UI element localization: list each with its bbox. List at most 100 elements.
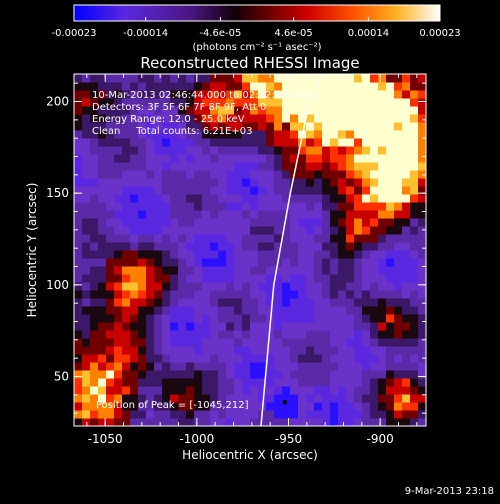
heatmap-cell <box>170 242 179 251</box>
heatmap-cell <box>114 338 123 347</box>
heatmap-cell <box>122 274 131 283</box>
heatmap-cell <box>210 370 219 379</box>
heatmap-cell <box>82 258 91 267</box>
heatmap-cell <box>250 346 259 355</box>
heatmap-cell <box>154 218 163 227</box>
heatmap-cell <box>306 138 315 147</box>
heatmap-cell <box>98 370 107 379</box>
heatmap-cell <box>98 106 107 115</box>
heatmap-cell <box>354 194 363 203</box>
heatmap-cell <box>218 74 227 83</box>
heatmap-cell <box>130 370 139 379</box>
heatmap-cell <box>194 194 203 203</box>
heatmap-cell <box>274 338 283 347</box>
heatmap-cell <box>266 410 275 419</box>
heatmap-cell <box>282 138 291 147</box>
heatmap-cell <box>322 146 331 155</box>
heatmap-cell <box>162 346 171 355</box>
heatmap-cell <box>402 202 411 211</box>
heatmap-cell <box>194 258 203 267</box>
heatmap-cell <box>162 258 171 267</box>
heatmap-cell <box>338 146 347 155</box>
heatmap-cell <box>186 82 195 91</box>
heatmap-cell <box>338 306 347 315</box>
heatmap-cell <box>194 266 203 275</box>
heatmap-cell <box>114 130 123 139</box>
heatmap-cell <box>274 154 283 163</box>
heatmap-cell <box>282 362 291 371</box>
annotation-clean-counts: Clean Total counts: 6.21E+03 <box>92 126 252 137</box>
heatmap-cell <box>266 306 275 315</box>
heatmap-cell <box>330 218 339 227</box>
heatmap-cell <box>274 114 283 123</box>
heatmap-cell <box>130 322 139 331</box>
heatmap-cell <box>322 98 331 107</box>
heatmap-cell <box>386 170 395 179</box>
heatmap-cell <box>298 370 307 379</box>
heatmap-cell <box>394 258 403 267</box>
heatmap-cell <box>386 402 395 411</box>
heatmap-cell <box>186 274 195 283</box>
heatmap-cell <box>274 90 283 99</box>
heatmap-cell <box>274 418 283 426</box>
heatmap-cell <box>202 418 211 426</box>
heatmap-cell <box>250 74 259 83</box>
heatmap-cell <box>226 362 235 371</box>
heatmap-cell <box>418 370 426 379</box>
heatmap-cell <box>258 258 267 267</box>
heatmap-cell <box>370 410 379 419</box>
heatmap-cell <box>90 290 99 299</box>
heatmap-cell <box>314 138 323 147</box>
heatmap-cell <box>274 394 283 403</box>
heatmap-cell <box>362 386 371 395</box>
heatmap-cell <box>186 322 195 331</box>
heatmap-cell <box>194 402 203 411</box>
heatmap-cell <box>114 178 123 187</box>
heatmap-cell <box>370 98 379 107</box>
heatmap-cell <box>146 114 155 123</box>
heatmap-cell <box>242 114 251 123</box>
heatmap-cell <box>154 194 163 203</box>
heatmap-cell <box>402 250 411 259</box>
heatmap-cell <box>242 258 251 267</box>
heatmap-cell <box>386 162 395 171</box>
heatmap-cell <box>346 338 355 347</box>
heatmap-cell <box>250 314 259 323</box>
heatmap-cell <box>362 122 371 131</box>
heatmap-cell <box>194 226 203 235</box>
heatmap-cell <box>322 386 331 395</box>
heatmap-cell <box>130 218 139 227</box>
heatmap-cell <box>178 186 187 195</box>
heatmap-cell <box>210 418 219 426</box>
heatmap-cell <box>82 266 91 275</box>
heatmap-cell <box>282 154 291 163</box>
heatmap-cell <box>410 306 419 315</box>
heatmap-cell <box>354 146 363 155</box>
heatmap-cell <box>82 378 91 387</box>
heatmap-cell <box>226 346 235 355</box>
heatmap-cell <box>98 74 107 83</box>
heatmap-cell <box>378 226 387 235</box>
heatmap-cell <box>266 250 275 259</box>
heatmap-cell <box>122 330 131 339</box>
heatmap-cell <box>282 202 291 211</box>
heatmap-cell <box>314 106 323 115</box>
heatmap-cell <box>74 346 83 355</box>
heatmap-cell <box>298 186 307 195</box>
heatmap-cell <box>114 282 123 291</box>
heatmap-cell <box>114 330 123 339</box>
heatmap-cell <box>90 418 99 426</box>
heatmap-cell <box>402 242 411 251</box>
heatmap-cell <box>266 162 275 171</box>
heatmap-cell <box>106 338 115 347</box>
heatmap-cell <box>210 106 219 115</box>
heatmap-cell <box>154 330 163 339</box>
heatmap-cell <box>258 114 267 123</box>
heatmap-cell <box>282 346 291 355</box>
heatmap-cell <box>146 98 155 107</box>
heatmap-cell <box>170 338 179 347</box>
heatmap-cell <box>274 226 283 235</box>
heatmap-cell <box>354 282 363 291</box>
heatmap-cell <box>106 306 115 315</box>
heatmap-cell <box>250 338 259 347</box>
